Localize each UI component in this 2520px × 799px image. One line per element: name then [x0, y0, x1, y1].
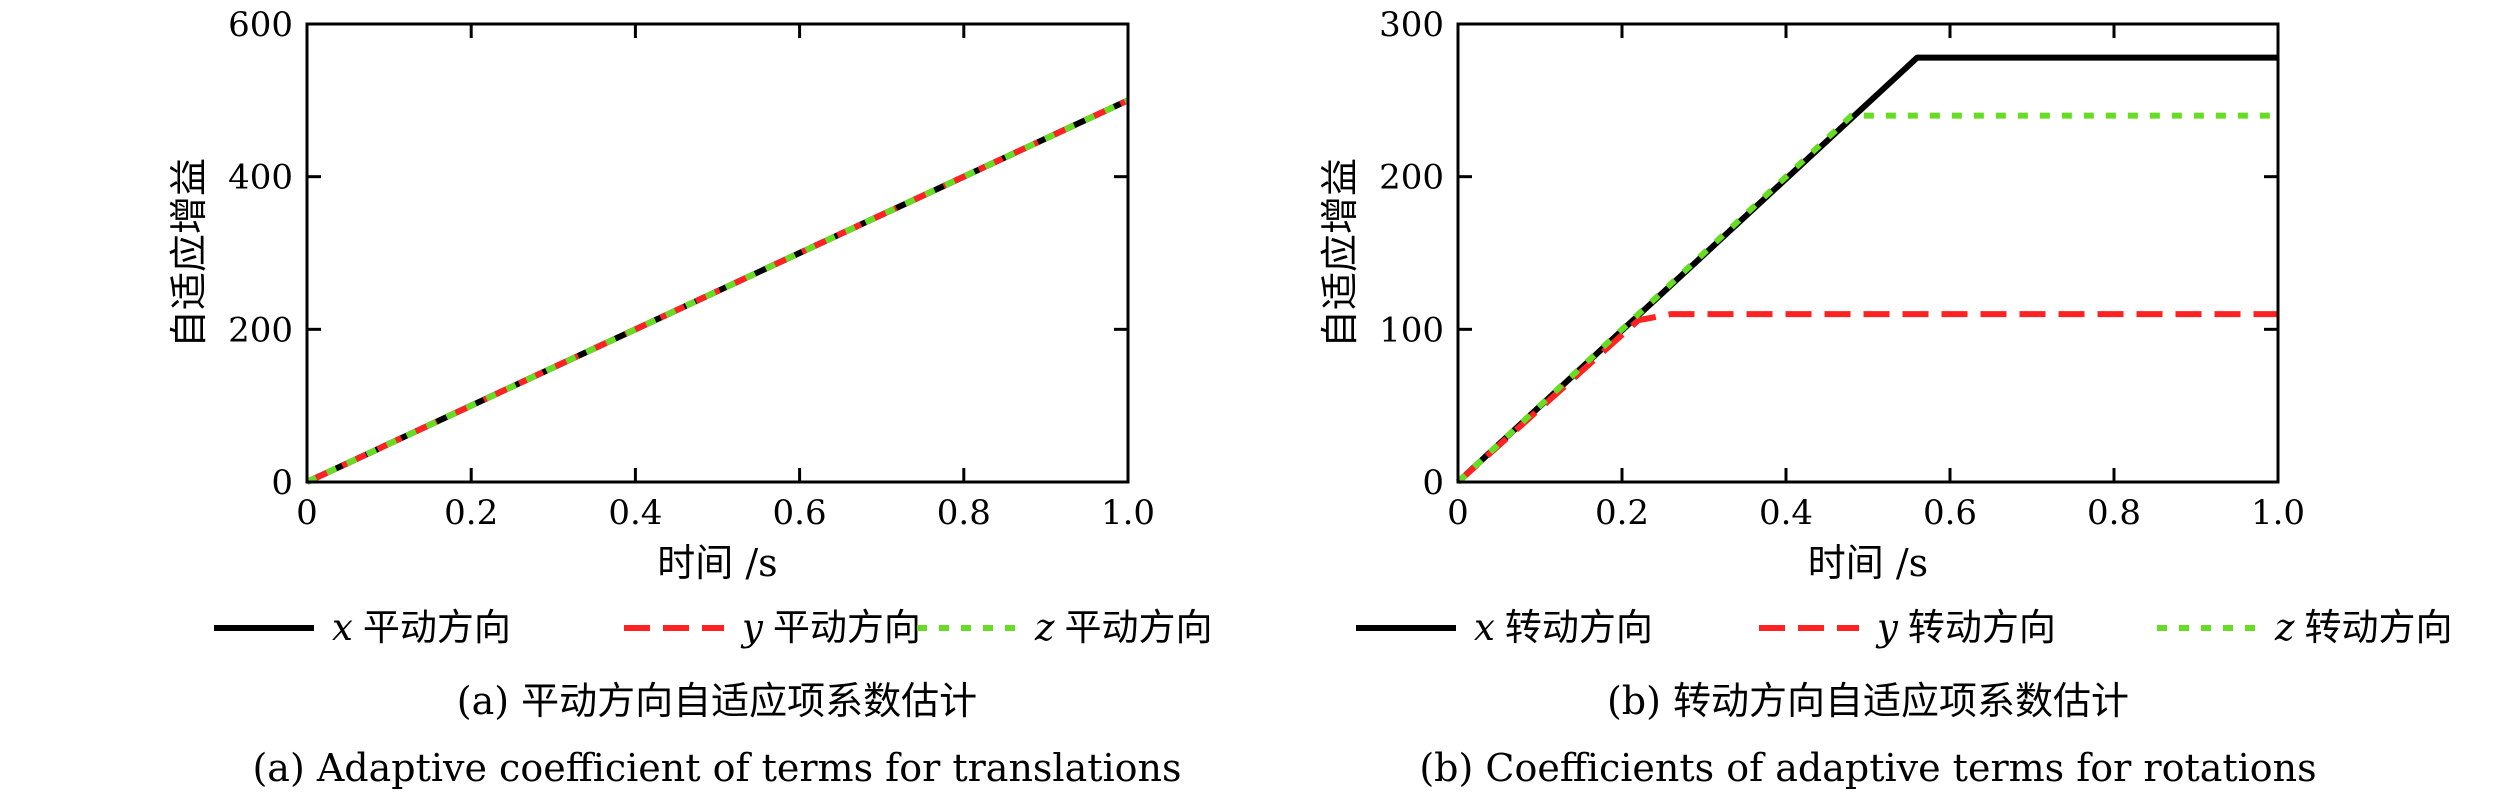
- plot-frame: [305, 22, 1130, 484]
- x-tick-label: 0.2: [1595, 493, 1649, 533]
- x-tick-label: 0.6: [773, 493, 827, 533]
- legend-variable: z: [2274, 606, 2295, 649]
- x-tick-label: 0.4: [1759, 493, 1813, 533]
- x-tick-label: 1.0: [1101, 493, 1155, 533]
- legend-entry-x: x 转动方向: [1474, 606, 1653, 649]
- y-tick-label: 300: [1379, 5, 1444, 45]
- legend-label: 转动方向: [1505, 606, 1653, 649]
- x-tick-label: 0.2: [444, 493, 498, 533]
- legend-variable: y: [740, 606, 764, 649]
- y-tick-label: 400: [228, 158, 293, 198]
- x-tick-label: 0.8: [937, 493, 991, 533]
- legend-variable: z: [1034, 606, 1055, 649]
- legend-label: 平动方向: [773, 606, 921, 649]
- x-axis-label: 时间 /s: [1808, 541, 1928, 585]
- legend-label: 平动方向: [1065, 606, 1213, 649]
- x-tick-label: 0.6: [1923, 493, 1977, 533]
- legend-label: 转动方向: [1908, 606, 2056, 649]
- legend-entry-z: z 平动方向: [1034, 606, 1213, 649]
- legend-entry-z: z 转动方向: [2274, 606, 2453, 649]
- caption-chinese: (b) 转动方向自适应项系数估计: [1607, 679, 2129, 723]
- series-line-y: [1455, 311, 2278, 485]
- legend-variable: x: [332, 606, 353, 649]
- x-tick-label: 0: [1447, 493, 1469, 533]
- y-tick-label: 200: [1379, 158, 1444, 198]
- y-axis-label: 自适应增益: [167, 158, 211, 348]
- y-tick-label: 0: [271, 463, 293, 503]
- legend-entry-y: y 转动方向: [1875, 606, 2056, 649]
- x-axis-label: 时间 /s: [657, 541, 777, 585]
- legend: x 转动方向 y 转动方向 z 转动方向: [1356, 606, 2453, 649]
- legend-label: 平动方向: [363, 606, 511, 649]
- x-tick-label: 0.8: [2087, 493, 2141, 533]
- legend-label: 转动方向: [2305, 606, 2453, 649]
- legend-entry-y: y 平动方向: [740, 606, 921, 649]
- y-tick-label: 600: [228, 5, 293, 45]
- caption-chinese: (a) 平动方向自适应项系数估计: [457, 679, 977, 723]
- series-line-z: [305, 97, 1130, 485]
- y-tick-label: 0: [1422, 463, 1444, 503]
- legend-variable: x: [1474, 606, 1495, 649]
- legend-variable: y: [1875, 606, 1899, 649]
- caption-english: (b) Coefficients of adaptive terms for r…: [1419, 746, 2316, 790]
- legend-entry-x: x 平动方向: [332, 606, 511, 649]
- y-axis-label: 自适应增益: [1318, 158, 1362, 348]
- y-tick-label: 100: [1379, 310, 1444, 350]
- caption-english: (a) Adaptive coefficient of terms for tr…: [252, 746, 1181, 790]
- y-tick-label: 200: [228, 310, 293, 350]
- legend: x 平动方向 y 平动方向 z 平动方向: [214, 606, 1213, 649]
- x-tick-label: 1.0: [2251, 493, 2305, 533]
- series-line-x: [1455, 54, 2278, 485]
- series-line-z: [1455, 112, 2278, 485]
- x-tick-label: 0.4: [608, 493, 662, 533]
- plot-frame: [1456, 22, 2280, 484]
- x-tick-label: 0: [296, 493, 318, 533]
